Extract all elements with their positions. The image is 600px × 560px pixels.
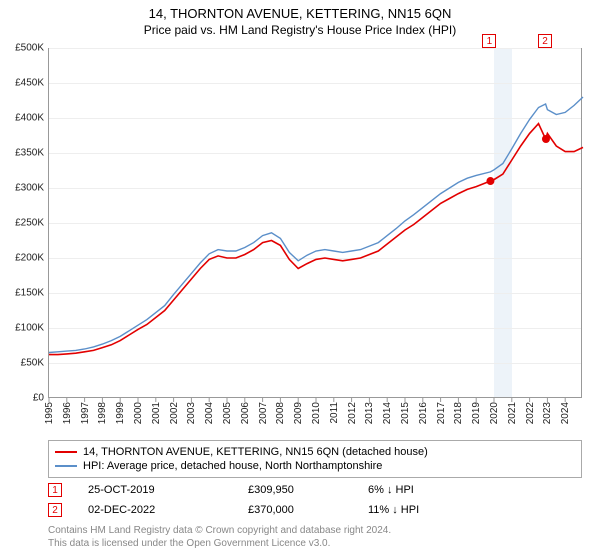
sale-change: 11% ↓ HPI (368, 504, 419, 516)
series-hpi (49, 97, 583, 353)
legend-label: 14, THORNTON AVENUE, KETTERING, NN15 6QN… (83, 446, 428, 458)
sale-date: 02-DEC-2022 (88, 504, 248, 516)
x-tick-label: 2020 (489, 402, 500, 424)
x-tick-label: 2017 (436, 402, 447, 424)
sale-index: 2 (48, 503, 62, 517)
footnote: Contains HM Land Registry data © Crown c… (48, 524, 391, 550)
legend-item: HPI: Average price, detached house, Nort… (55, 459, 575, 473)
x-tick-label: 2007 (258, 402, 269, 424)
y-tick-label: £250K (0, 218, 44, 229)
sale-price: £309,950 (248, 484, 368, 496)
x-tick-label: 1999 (115, 402, 126, 424)
legend-swatch (55, 465, 77, 467)
x-tick-label: 2001 (151, 402, 162, 424)
y-tick-label: £0 (0, 393, 44, 404)
x-tick-label: 2002 (169, 402, 180, 424)
series-property (49, 124, 583, 355)
x-tick-label: 2005 (222, 402, 233, 424)
x-tick-label: 1998 (97, 402, 108, 424)
y-tick-label: £50K (0, 358, 44, 369)
y-tick-label: £100K (0, 323, 44, 334)
x-tick-label: 2010 (311, 402, 322, 424)
x-tick-label: 2003 (186, 402, 197, 424)
y-tick-label: £450K (0, 78, 44, 89)
x-tick-label: 2009 (293, 402, 304, 424)
plot-area (48, 48, 582, 398)
sale-point (486, 177, 494, 185)
legend-label: HPI: Average price, detached house, Nort… (83, 460, 382, 472)
y-tick-label: £400K (0, 113, 44, 124)
sale-row: 1 25-OCT-2019£309,9506% ↓ HPI (48, 480, 582, 500)
x-tick-label: 2024 (560, 402, 571, 424)
y-tick-label: £150K (0, 288, 44, 299)
legend: 14, THORNTON AVENUE, KETTERING, NN15 6QN… (48, 440, 582, 478)
x-tick-label: 2000 (133, 402, 144, 424)
x-tick-label: 2014 (382, 402, 393, 424)
chart-title: 14, THORNTON AVENUE, KETTERING, NN15 6QN (0, 0, 600, 23)
chart-area: £0£50K£100K£150K£200K£250K£300K£350K£400… (48, 48, 582, 398)
x-tick-label: 1996 (62, 402, 73, 424)
sale-date: 25-OCT-2019 (88, 484, 248, 496)
x-tick-label: 2012 (347, 402, 358, 424)
sale-marker: 1 (482, 34, 496, 48)
footnote-line: This data is licensed under the Open Gov… (48, 537, 391, 550)
x-tick-label: 2013 (364, 402, 375, 424)
x-tick-label: 2019 (471, 402, 482, 424)
y-tick-label: £200K (0, 253, 44, 264)
sale-change: 6% ↓ HPI (368, 484, 414, 496)
legend-item: 14, THORNTON AVENUE, KETTERING, NN15 6QN… (55, 445, 575, 459)
chart-subtitle: Price paid vs. HM Land Registry's House … (0, 23, 600, 41)
x-tick-label: 2004 (204, 402, 215, 424)
sales-table: 1 25-OCT-2019£309,9506% ↓ HPI 2 02-DEC-2022… (48, 480, 582, 520)
legend-swatch (55, 451, 77, 453)
chart-lines (49, 48, 583, 398)
footnote-line: Contains HM Land Registry data © Crown c… (48, 524, 391, 537)
x-tick-label: 2008 (275, 402, 286, 424)
x-tick-label: 2018 (453, 402, 464, 424)
sale-point (542, 135, 550, 143)
x-tick-label: 2015 (400, 402, 411, 424)
x-tick-label: 2006 (240, 402, 251, 424)
y-tick-label: £500K (0, 43, 44, 54)
sale-price: £370,000 (248, 504, 368, 516)
x-tick-label: 2011 (329, 402, 340, 424)
x-tick-label: 2021 (507, 402, 518, 424)
x-tick-label: 2016 (418, 402, 429, 424)
sale-marker: 2 (538, 34, 552, 48)
x-tick-label: 2022 (525, 402, 536, 424)
y-tick-label: £350K (0, 148, 44, 159)
y-tick-label: £300K (0, 183, 44, 194)
x-tick-label: 1997 (80, 402, 91, 424)
x-tick-label: 2023 (542, 402, 553, 424)
sale-index: 1 (48, 483, 62, 497)
x-tick-label: 1995 (44, 402, 55, 424)
sale-row: 2 02-DEC-2022£370,00011% ↓ HPI (48, 500, 582, 520)
